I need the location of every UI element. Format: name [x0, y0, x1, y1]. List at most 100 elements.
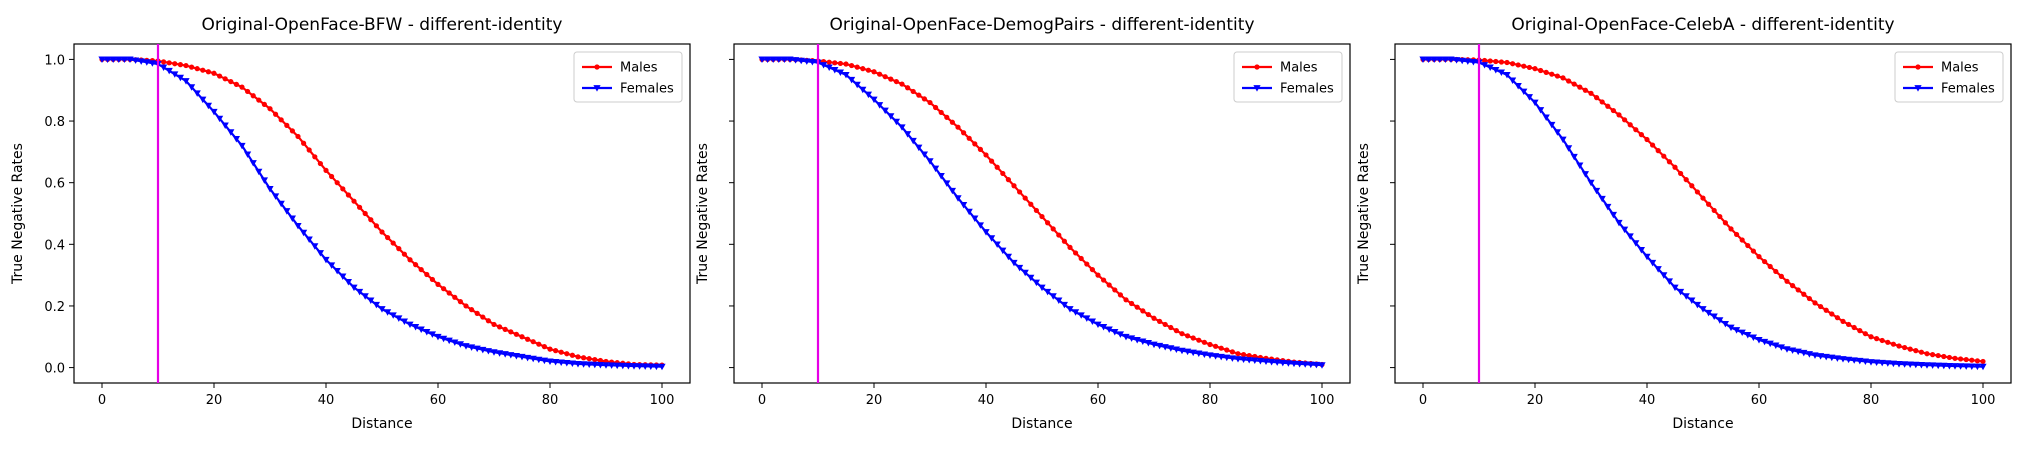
data-point-females	[831, 67, 839, 74]
data-point-males	[1218, 345, 1224, 351]
data-point-males	[1689, 183, 1695, 189]
data-point-males	[480, 314, 486, 320]
data-point-males	[390, 240, 396, 246]
data-point-males	[329, 173, 335, 180]
data-point-males	[1722, 220, 1728, 226]
data-point-females	[1184, 348, 1192, 356]
data-point-males	[340, 186, 346, 192]
data-point-females	[1671, 284, 1679, 292]
data-point-females	[1923, 362, 1931, 369]
data-point-males	[429, 276, 435, 283]
data-point-females	[1845, 356, 1853, 364]
data-point-males	[1767, 263, 1773, 270]
data-point-females	[1699, 306, 1707, 313]
data-point-males	[1084, 261, 1090, 267]
data-point-females	[881, 107, 889, 115]
data-point-males	[513, 331, 520, 337]
data-point-females	[904, 131, 912, 138]
data-point-males	[977, 146, 984, 152]
data-point-females	[1957, 363, 1965, 370]
data-point-females	[842, 71, 850, 79]
data-point-females	[311, 243, 319, 250]
data-point-females	[1817, 353, 1825, 360]
data-point-females	[1861, 358, 1869, 366]
data-point-females	[412, 324, 420, 331]
x-axis-label: Distance	[351, 416, 412, 432]
data-point-males	[1834, 315, 1840, 321]
data-point-females	[518, 353, 526, 361]
data-point-females	[456, 341, 464, 348]
data-point-females	[943, 180, 951, 187]
legend-marker-females	[593, 85, 601, 92]
data-point-males	[250, 93, 256, 99]
data-point-males	[1498, 59, 1504, 65]
data-point-females	[160, 64, 168, 72]
x-axis-label: Distance	[1011, 416, 1072, 432]
data-point-males	[261, 101, 267, 108]
data-point-females	[658, 363, 666, 371]
data-point-males	[1862, 331, 1868, 337]
x-tick-label: 0	[1419, 393, 1427, 408]
data-point-males	[1823, 307, 1829, 313]
data-point-males	[284, 122, 290, 128]
data-point-males	[301, 140, 307, 146]
data-point-females	[1189, 349, 1197, 357]
data-point-females	[344, 279, 352, 286]
data-point-females	[887, 113, 895, 120]
data-point-males	[1672, 164, 1678, 170]
data-point-females	[132, 57, 140, 64]
data-point-females	[1738, 329, 1746, 337]
data-point-males	[1840, 318, 1846, 324]
data-point-females	[1279, 359, 1287, 367]
data-point-males	[1173, 328, 1179, 334]
data-point-males	[1773, 268, 1779, 275]
data-point-females	[926, 158, 934, 165]
data-point-females	[165, 67, 173, 75]
data-point-females	[484, 348, 492, 355]
chart-panel-3: Original-OpenFace-CelebA - different-ide…	[1356, 15, 2012, 432]
data-point-females	[786, 56, 794, 64]
data-point-males	[1650, 142, 1656, 148]
data-point-males	[1874, 336, 1880, 342]
data-point-males	[1980, 358, 1986, 365]
data-point-females	[909, 137, 917, 145]
data-point-males	[1241, 352, 1247, 358]
data-point-females	[619, 362, 627, 370]
data-point-males	[1560, 75, 1566, 81]
data-point-females	[1228, 355, 1236, 362]
data-point-males	[273, 111, 279, 117]
data-point-males	[1616, 112, 1622, 118]
data-point-females	[1060, 301, 1068, 309]
data-point-females	[1010, 259, 1018, 267]
data-point-females	[825, 64, 833, 72]
data-point-males	[1033, 207, 1039, 214]
data-point-males	[1235, 351, 1241, 357]
legend-label: Females	[1941, 82, 1995, 97]
data-point-females	[316, 250, 324, 257]
data-point-males	[256, 97, 262, 103]
data-point-females	[853, 81, 861, 89]
data-point-males	[424, 271, 430, 278]
data-point-males	[1851, 324, 1857, 331]
data-point-males	[278, 117, 284, 123]
data-point-males	[1201, 339, 1207, 345]
data-point-males	[547, 346, 553, 352]
data-point-males	[888, 76, 894, 82]
data-point-females	[1856, 357, 1864, 365]
data-point-females	[932, 165, 940, 173]
data-point-males	[166, 60, 172, 66]
data-point-females	[1632, 240, 1640, 247]
data-point-females	[937, 173, 945, 180]
data-point-males	[826, 59, 832, 65]
data-point-males	[1554, 73, 1560, 79]
data-point-females	[1296, 361, 1304, 368]
data-point-females	[1167, 345, 1175, 352]
data-point-males	[1935, 352, 1941, 359]
data-point-males	[194, 66, 200, 72]
data-point-females	[1105, 326, 1113, 333]
data-point-males	[1969, 357, 1975, 363]
data-point-females	[193, 90, 201, 97]
data-point-males	[849, 62, 855, 69]
